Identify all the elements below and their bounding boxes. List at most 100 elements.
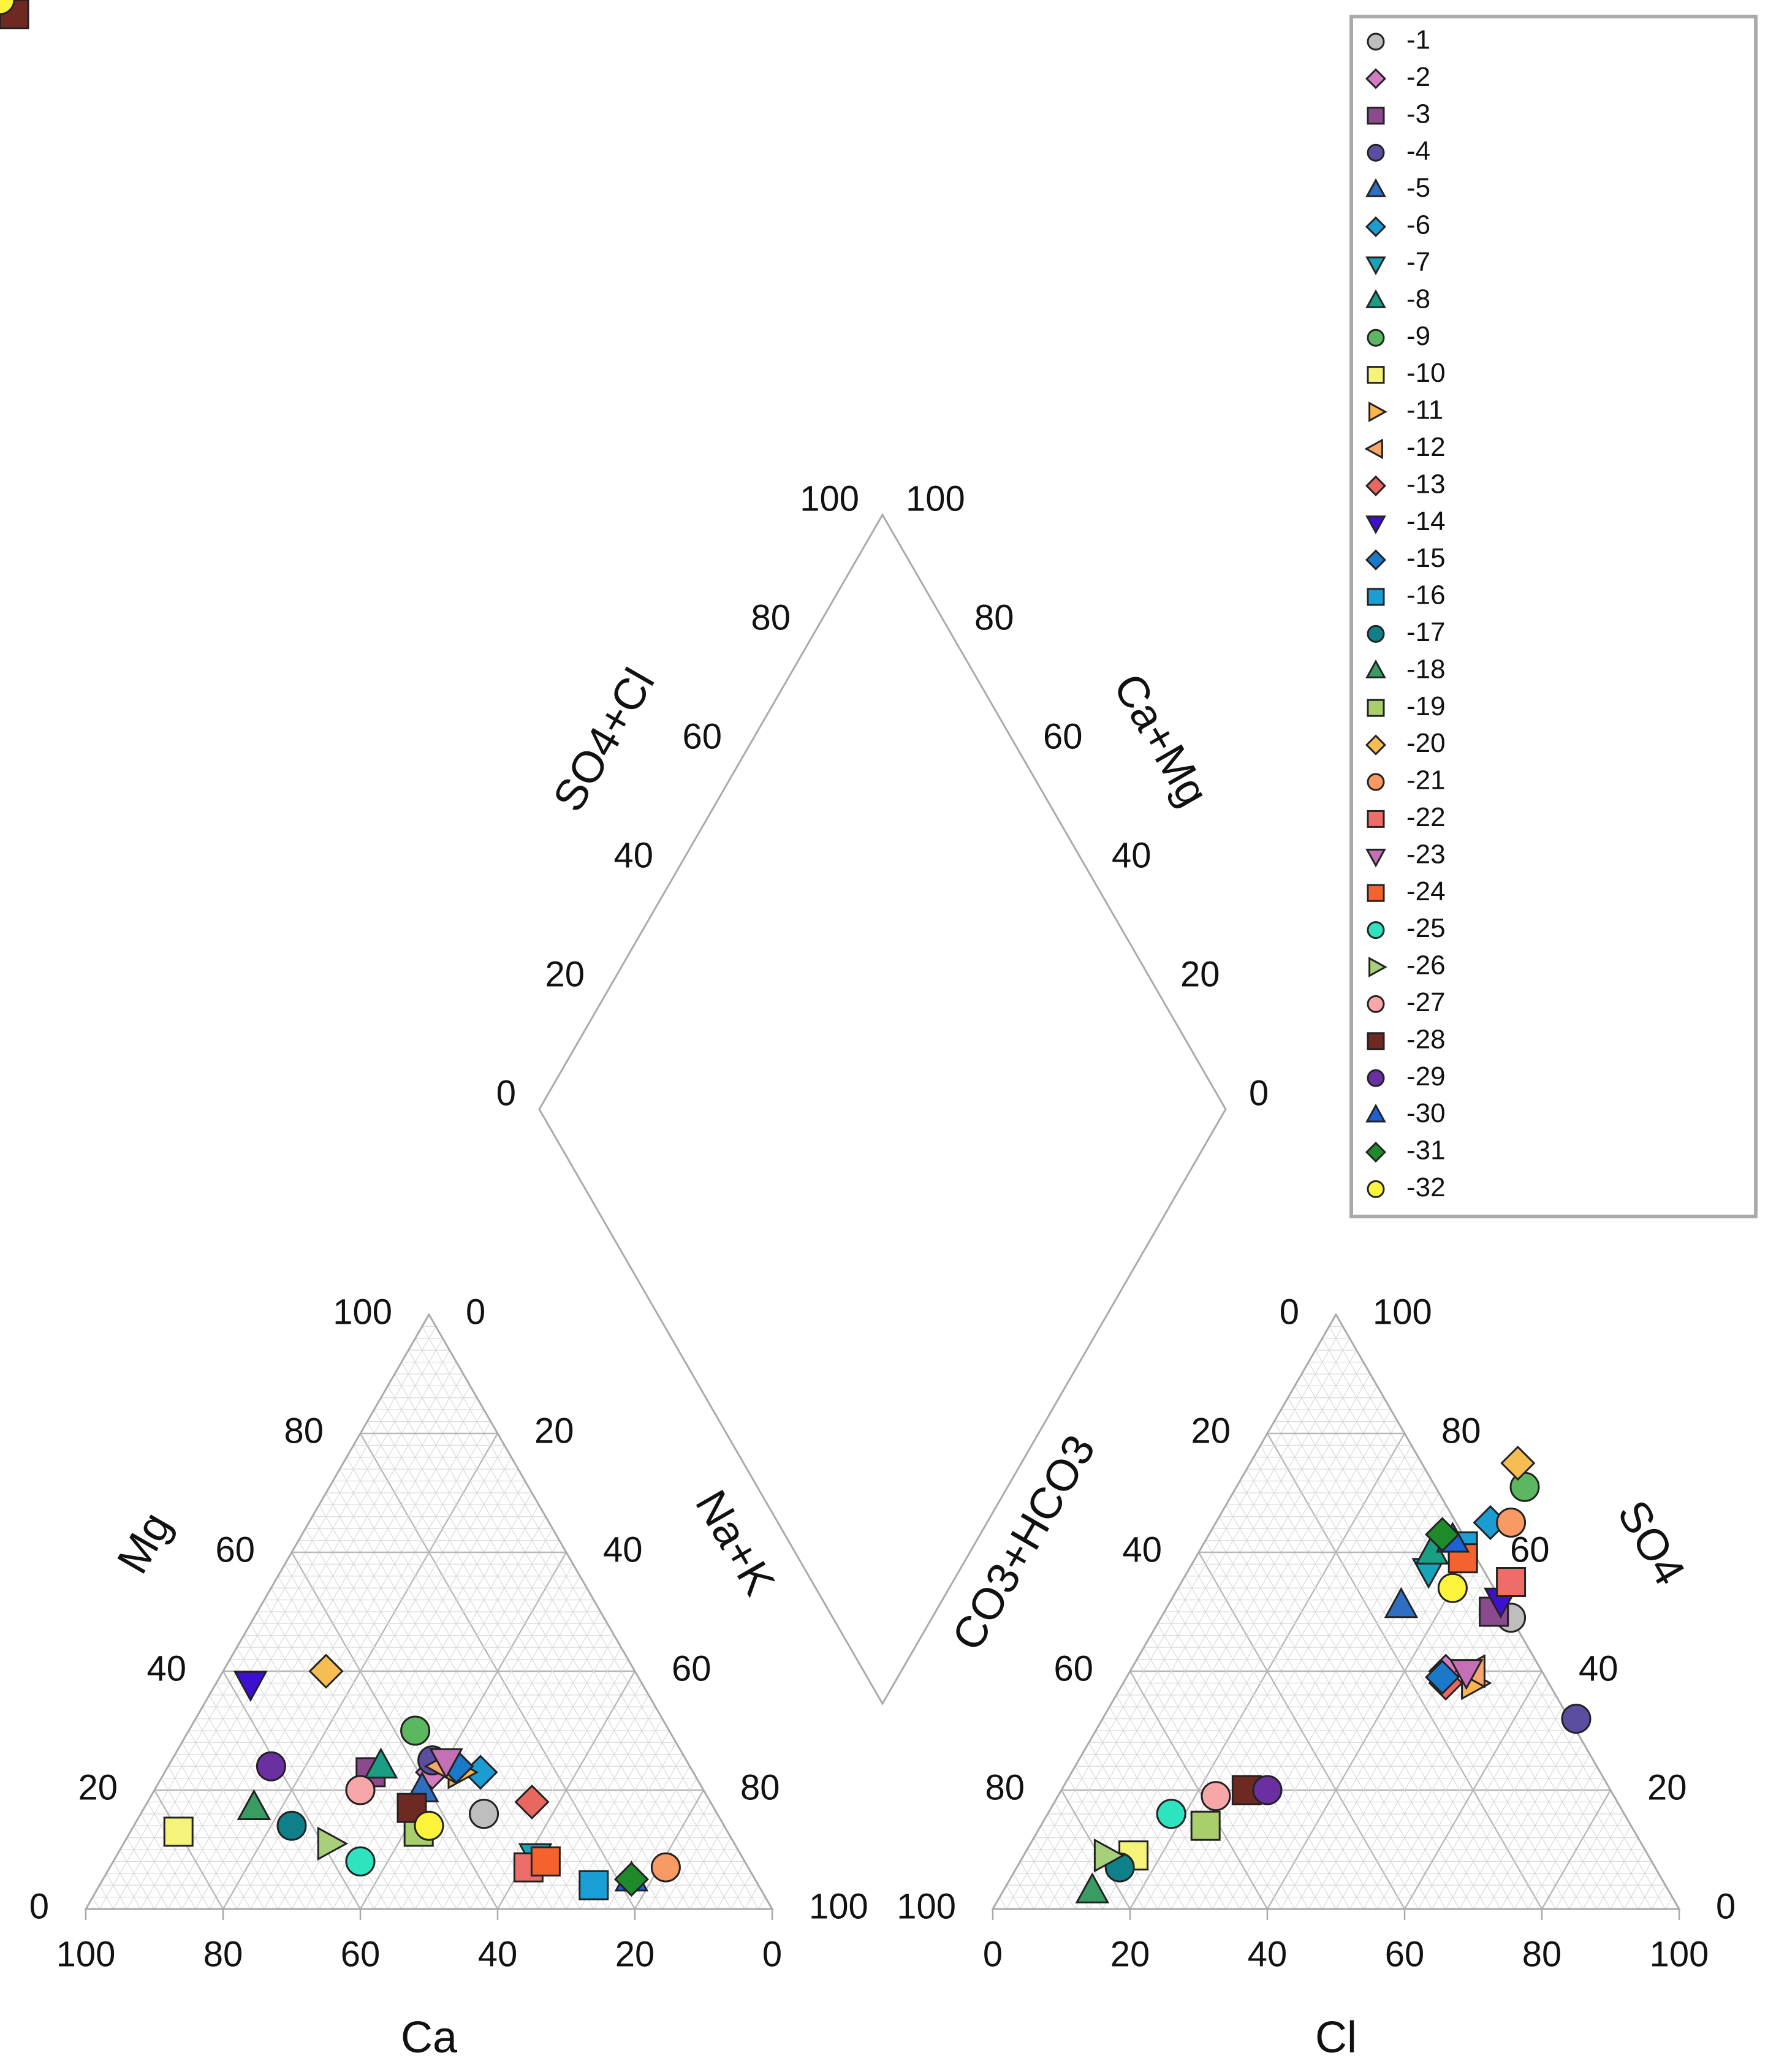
cation-point-25 xyxy=(345,1846,376,1877)
cation-triangle-grid-line xyxy=(422,1326,759,1910)
cation-triangle-grid-line xyxy=(353,1445,622,1910)
anion-point-19 xyxy=(1190,1810,1221,1841)
anion-triangle-grid-line xyxy=(1376,1647,1529,1910)
cation-triangle-grid-line xyxy=(716,1861,745,1910)
anion-triangle-grid-line xyxy=(1528,1778,1604,1910)
anion-triangle-grid-line xyxy=(1191,1564,1392,1910)
anion-triangle-grid-line xyxy=(1123,1683,1254,1910)
cation-left-tick-label: 20 xyxy=(78,1767,118,1807)
cation-triangle-grid-line xyxy=(209,1694,333,1910)
cation-point-31 xyxy=(613,1861,650,1897)
anion-triangle-grid-line xyxy=(1322,1600,1501,1910)
legend-marker xyxy=(1365,549,1387,571)
point-layer xyxy=(0,0,1592,1903)
anion-triangle-grid-line xyxy=(1349,1623,1515,1910)
cation-triangle-grid-line xyxy=(648,1802,711,1910)
cation-right-tick-label: 0 xyxy=(466,1292,485,1332)
cation-point-20 xyxy=(308,1653,344,1689)
legend-entry-label: -6 xyxy=(1406,210,1430,240)
anion-point-27 xyxy=(1201,1781,1231,1812)
diamond-right-tick-label: 20 xyxy=(1180,954,1220,994)
anion-triangle-grid-line xyxy=(1082,1754,1172,1910)
cation-left-tick-label: 60 xyxy=(215,1530,255,1569)
anion-triangle-grid-line xyxy=(1596,1837,1639,1910)
anion-triangle-grid-line xyxy=(1088,1397,1384,1910)
anion-triangle-grid-line xyxy=(1623,1861,1652,1910)
cation-triangle-grid-line xyxy=(278,1576,471,1910)
cation-triangle-grid-line xyxy=(92,1897,100,1910)
legend-entry-label: -14 xyxy=(1406,506,1446,536)
anion-right-tick-label: 20 xyxy=(1647,1767,1687,1807)
anion-triangle-grid-line xyxy=(1116,1421,1398,1910)
legend-entry-label: -5 xyxy=(1406,173,1430,203)
cation-triangle-grid-line xyxy=(662,1813,718,1910)
legend-marker xyxy=(1367,366,1385,384)
anion-left-tick-label: 40 xyxy=(1122,1530,1162,1569)
anion-triangle-grid-line xyxy=(1273,1421,1556,1910)
diamond-left-tick-label: 40 xyxy=(613,835,653,875)
legend-marker xyxy=(1365,256,1386,276)
cation-triangle-grid-line xyxy=(270,1587,457,1910)
cation-triangle-grid-line xyxy=(99,1884,114,1910)
cation-triangle-grid-line xyxy=(484,1659,629,1910)
legend-entry-label: -11 xyxy=(1406,395,1443,425)
cation-bottom-axis-title: Ca xyxy=(401,2013,458,2062)
cation-left-tick-label: 40 xyxy=(146,1649,186,1688)
legend-marker xyxy=(1365,848,1386,868)
anion-triangle-grid-line xyxy=(1185,1576,1378,1910)
cation-triangle-grid-line xyxy=(394,1373,704,1910)
cation-point-13 xyxy=(514,1784,550,1820)
legend-marker xyxy=(1367,810,1385,828)
cation-triangle-grid-line xyxy=(257,1611,430,1910)
anion-triangle-grid-line xyxy=(1246,1468,1501,1910)
anion-right-tick-label: 80 xyxy=(1441,1411,1481,1451)
anion-triangle-grid-line xyxy=(1020,1861,1049,1910)
cation-triangle-grid-line xyxy=(216,1683,347,1910)
anion-triangle-grid-line xyxy=(1301,1373,1611,1910)
legend-marker xyxy=(1367,143,1385,162)
legend-frame xyxy=(1349,15,1758,1218)
anion-triangle-grid-line xyxy=(1514,1766,1598,1910)
anion-point-25 xyxy=(1156,1799,1186,1829)
legend-entry-label: -18 xyxy=(1406,654,1446,684)
cation-triangle-grid-line xyxy=(106,1873,127,1910)
cation-point-1 xyxy=(469,1799,499,1829)
cation-triangle-grid-line xyxy=(552,1718,663,1910)
anion-triangle-grid-line xyxy=(1239,1528,1460,1910)
legend-entry-label: -16 xyxy=(1406,580,1446,610)
cation-triangle-grid-line xyxy=(140,1813,196,1910)
anion-triangle-grid-line xyxy=(1445,1706,1563,1910)
cation-triangle-grid-line xyxy=(744,1884,759,1910)
anion-triangle-grid-line xyxy=(1417,1683,1549,1910)
legend-marker xyxy=(1365,734,1387,756)
cation-triangle-grid-line xyxy=(250,1623,416,1910)
cation-bottom-tick-label: 20 xyxy=(615,1934,655,1974)
legend-entry-label: -28 xyxy=(1406,1024,1446,1054)
cation-triangle-grid-line xyxy=(154,1373,464,1910)
cation-triangle-grid-line xyxy=(181,1742,279,1910)
cation-triangle-grid-line xyxy=(264,1600,443,1910)
legend-marker xyxy=(1365,68,1387,89)
cation-triangle-frame xyxy=(84,1313,774,1910)
cation-triangle-grid-line xyxy=(133,1825,183,1910)
diamond-right-tick-label: 80 xyxy=(974,598,1014,637)
cation-triangle-grid-line xyxy=(730,1873,752,1910)
cation-triangle-grid-line xyxy=(113,1861,142,1910)
cation-point-29 xyxy=(256,1751,286,1782)
anion-triangle-grid-line xyxy=(1582,1825,1632,1910)
cation-triangle-grid-line xyxy=(408,1349,732,1910)
anion-triangle-grid-line xyxy=(1288,1397,1584,1910)
legend-entry-label: -22 xyxy=(1406,802,1446,832)
anion-point-29 xyxy=(1252,1775,1283,1805)
legend-marker xyxy=(1367,884,1385,902)
anion-triangle-grid-line xyxy=(1006,1326,1343,1910)
cation-left-tick-label: 100 xyxy=(333,1292,392,1332)
cation-triangle-grid-line xyxy=(126,1837,169,1910)
cation-triangle-grid-line xyxy=(373,1564,574,1910)
cation-triangle-grid-line xyxy=(222,1671,362,1910)
anion-point-26 xyxy=(1093,1838,1125,1873)
anion-triangle-grid-line xyxy=(1280,1564,1481,1910)
anion-triangle-grid-line xyxy=(1033,1837,1076,1910)
cation-triangle-grid-line xyxy=(689,1837,732,1910)
diamond-right-tick-label: 100 xyxy=(906,479,965,518)
